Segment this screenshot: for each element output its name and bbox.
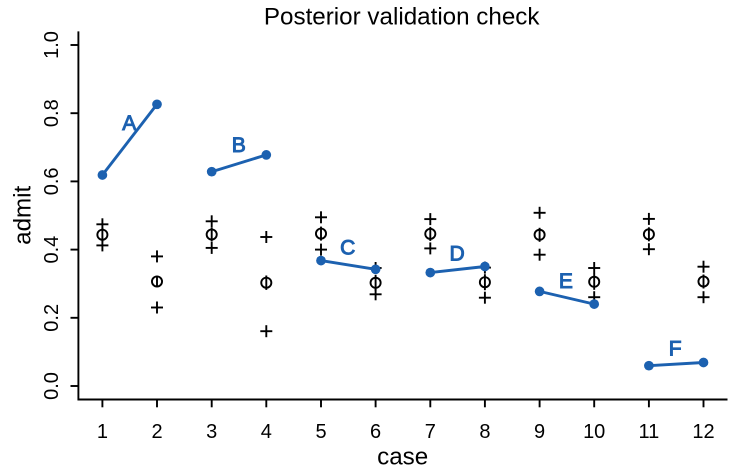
- svg-text:Posterior validation check: Posterior validation check: [264, 4, 541, 31]
- svg-text:B: B: [232, 134, 246, 157]
- svg-text:7: 7: [425, 421, 436, 443]
- svg-text:1.0: 1.0: [41, 31, 63, 59]
- svg-text:E: E: [559, 270, 573, 293]
- svg-text:6: 6: [370, 421, 381, 443]
- svg-text:10: 10: [583, 421, 605, 443]
- svg-text:F: F: [669, 337, 682, 360]
- svg-text:0.4: 0.4: [41, 236, 63, 264]
- svg-text:9: 9: [534, 421, 545, 443]
- svg-text:2: 2: [151, 421, 162, 443]
- svg-text:4: 4: [261, 421, 272, 443]
- svg-text:0.8: 0.8: [41, 99, 63, 127]
- svg-text:0.6: 0.6: [41, 167, 63, 195]
- svg-text:1: 1: [97, 421, 108, 443]
- svg-text:C: C: [340, 237, 355, 260]
- svg-text:5: 5: [315, 421, 326, 443]
- svg-text:A: A: [122, 112, 136, 135]
- svg-text:0.2: 0.2: [41, 304, 63, 332]
- svg-text:3: 3: [206, 421, 217, 443]
- svg-text:0.0: 0.0: [41, 372, 63, 400]
- svg-text:admit: admit: [9, 185, 36, 244]
- svg-text:12: 12: [692, 421, 714, 443]
- svg-text:11: 11: [639, 421, 660, 443]
- svg-text:case: case: [377, 444, 428, 471]
- svg-text:D: D: [450, 243, 465, 266]
- svg-text:8: 8: [479, 421, 490, 443]
